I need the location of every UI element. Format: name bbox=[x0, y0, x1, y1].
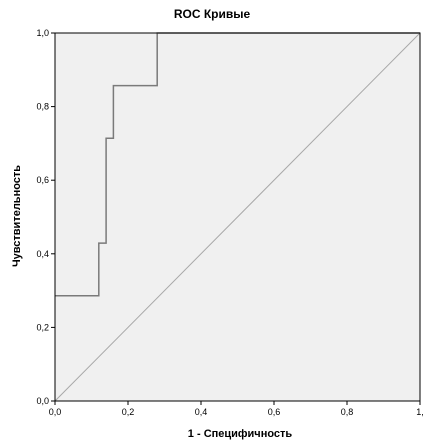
plot-frame bbox=[54, 32, 421, 402]
y-tick-label: 0,0 bbox=[36, 396, 49, 406]
chart-title: ROC Кривые bbox=[174, 7, 251, 21]
roc-curve-line bbox=[55, 32, 420, 297]
x-tick-label: 0,2 bbox=[122, 407, 135, 417]
y-tick-label: 0,8 bbox=[36, 102, 49, 112]
reference-diagonal-line bbox=[54, 32, 421, 402]
y-axis-label: Чувствительность bbox=[11, 165, 23, 267]
x-tick-label: 0,0 bbox=[49, 407, 62, 417]
y-tick-label: 0,2 bbox=[36, 322, 49, 332]
y-axis-ticks: 0,0 0,2 0,4 0,6 0,8 1,0 bbox=[36, 28, 55, 406]
x-axis-label: 1 - Специфичность bbox=[188, 428, 293, 440]
x-tick-label: 0,8 bbox=[341, 407, 354, 417]
x-tick-label: 1, bbox=[416, 407, 424, 417]
y-tick-label: 0,6 bbox=[36, 175, 49, 185]
y-tick-label: 0,4 bbox=[36, 249, 49, 259]
x-tick-label: 0,6 bbox=[268, 407, 281, 417]
y-tick-label: 1,0 bbox=[36, 28, 49, 38]
x-axis-ticks: 0,0 0,2 0,4 0,6 0,8 1, bbox=[49, 401, 424, 417]
x-tick-label: 0,4 bbox=[195, 407, 208, 417]
